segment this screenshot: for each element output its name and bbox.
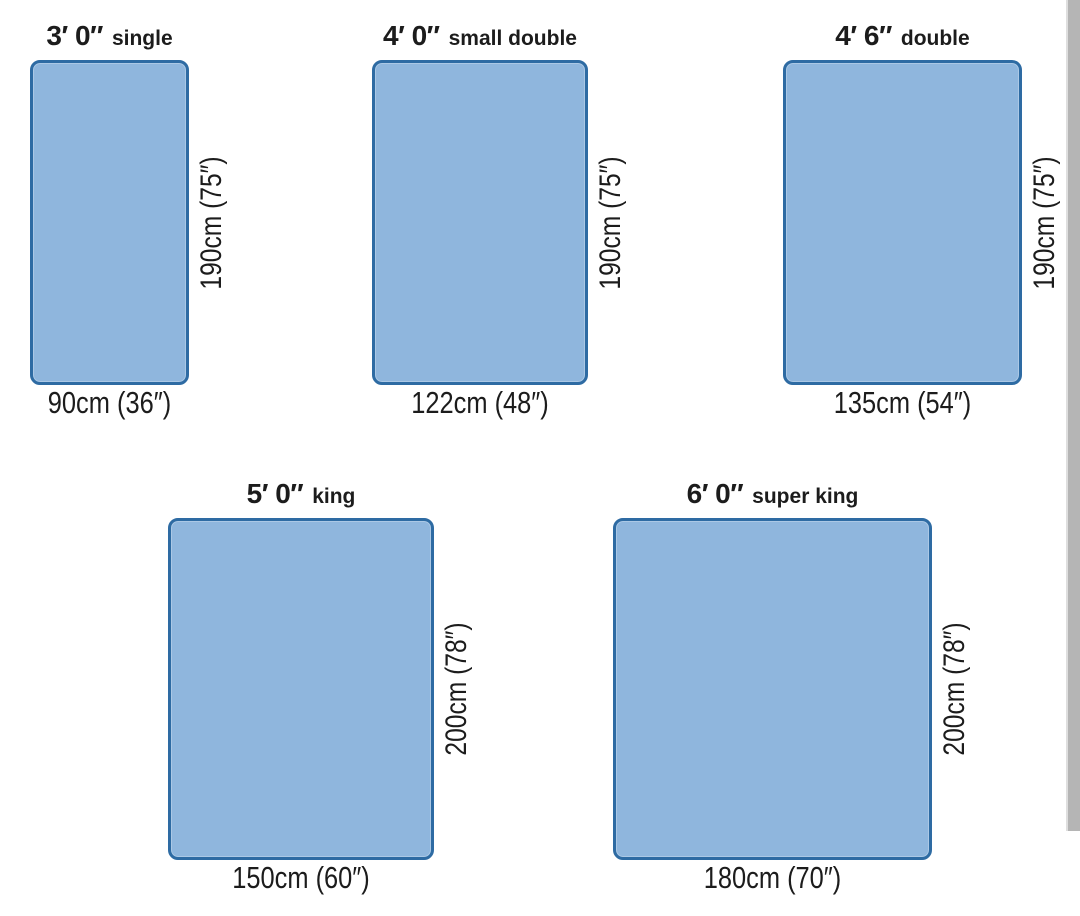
height-label: 200cm (78″) [431,521,483,857]
width-label: 135cm (54″) [833,385,972,420]
mattress-title-single: 3′ 0″ single [46,22,172,50]
height-label-text: 190cm (75″) [594,155,628,290]
height-label-text: 200cm (78″) [938,622,972,756]
size-name: super king [752,485,859,508]
height-label-text: 200cm (78″) [440,622,474,756]
height-label: 200cm (78″) [929,521,981,857]
size-imperial: 6′ 0″ [686,478,744,509]
size-imperial: 4′ 6″ [835,20,892,51]
height-label-text: 190cm (75″) [195,155,229,290]
width-label: 122cm (48″) [411,385,549,420]
size-name: king [312,485,356,508]
mattress-super-king: 6′ 0″ super king 180cm (70″) 200cm (78″) [613,480,971,895]
mattress-double: 4′ 6″ double 135cm (54″) 190cm (75″) [783,22,1061,420]
mattress-title-double: 4′ 6″ double [835,22,969,50]
mattress-title-king: 5′ 0″ king [247,480,356,508]
mattress-title-super-king: 6′ 0″ super king [687,480,859,508]
mattress-king: 5′ 0″ king 150cm (60″) 200cm (78″) [168,480,473,895]
mattress-title-small-double: 4′ 0″ small double [383,22,577,50]
width-label: 180cm (70″) [703,860,842,895]
size-name: small double [448,27,577,50]
size-imperial: 5′ 0″ [246,478,304,509]
mattress-single: 3′ 0″ single 90cm (36″) 190cm (75″) [30,22,228,420]
size-name: single [111,27,173,50]
size-imperial: 4′ 0″ [383,20,440,51]
mattress-small-double: 4′ 0″ small double 122cm (48″) 190cm (75″… [372,22,627,420]
width-label: 150cm (60″) [232,860,370,895]
height-label: 190cm (75″) [186,63,238,382]
scrollbar[interactable] [1066,0,1080,831]
height-label-text: 190cm (75″) [1028,155,1062,290]
width-label: 90cm (36″) [47,385,172,420]
size-name: double [900,27,970,50]
height-label: 190cm (75″) [585,63,637,382]
size-imperial: 3′ 0″ [46,20,103,51]
height-label: 190cm (75″) [1019,63,1071,382]
